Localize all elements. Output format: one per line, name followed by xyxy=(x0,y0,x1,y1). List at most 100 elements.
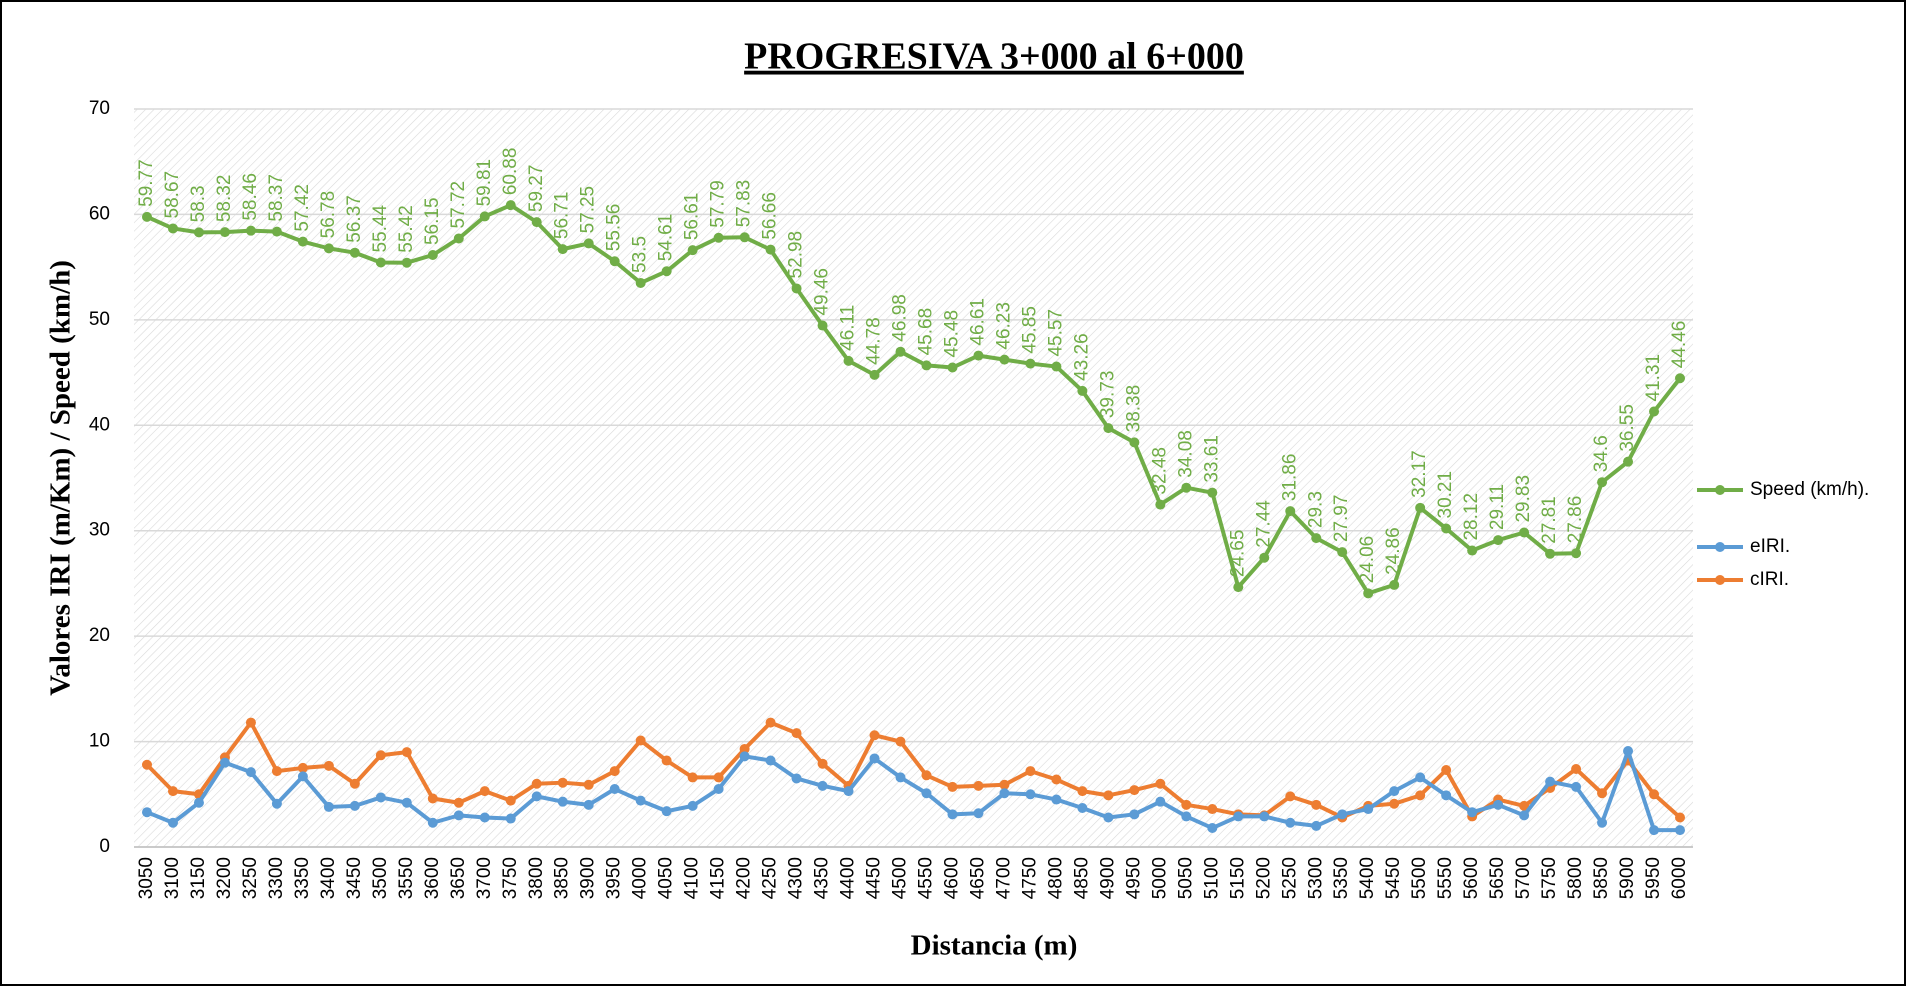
data-point xyxy=(1337,547,1348,558)
data-point xyxy=(1285,506,1296,517)
data-label: 57.83 xyxy=(734,180,755,228)
data-label: 29.83 xyxy=(1513,475,1534,523)
data-point xyxy=(713,772,724,783)
data-point xyxy=(427,250,438,261)
legend-label: cIRI. xyxy=(1750,569,1789,590)
data-label: 58.46 xyxy=(240,173,261,221)
x-tick-label: 5450 xyxy=(1383,857,1404,899)
x-tick-label: 3150 xyxy=(188,857,209,899)
data-point xyxy=(1181,799,1192,810)
data-point xyxy=(505,200,516,211)
data-point xyxy=(271,766,282,777)
data-label: 55.56 xyxy=(604,204,625,252)
data-point xyxy=(973,780,984,791)
x-tick-label: 5400 xyxy=(1357,857,1378,899)
data-label: 56.15 xyxy=(422,197,443,245)
data-point xyxy=(1181,811,1192,822)
data-point xyxy=(843,786,854,797)
legend-marker xyxy=(1715,575,1725,585)
data-point xyxy=(765,717,776,728)
data-point xyxy=(1337,809,1348,820)
data-point xyxy=(1467,807,1478,818)
data-label: 34.08 xyxy=(1175,430,1196,478)
x-tick-label: 3550 xyxy=(396,857,417,899)
data-point xyxy=(167,223,178,234)
data-point xyxy=(1025,789,1036,800)
data-point xyxy=(219,757,230,768)
data-label: 28.12 xyxy=(1461,493,1482,541)
data-label: 44.46 xyxy=(1669,321,1690,369)
data-point xyxy=(453,810,464,821)
data-point xyxy=(453,233,464,244)
x-tick-label: 3750 xyxy=(500,857,521,899)
x-tick-label: 4350 xyxy=(812,857,833,899)
data-label: 32.17 xyxy=(1409,450,1430,498)
data-label: 43.26 xyxy=(1071,333,1092,381)
data-label: 59.27 xyxy=(526,165,547,213)
y-tick-label: 10 xyxy=(89,731,110,752)
data-point xyxy=(635,795,646,806)
x-tick-label: 4050 xyxy=(656,857,677,899)
data-point xyxy=(1285,817,1296,828)
data-point xyxy=(1649,789,1660,800)
data-label: 52.98 xyxy=(786,231,807,279)
data-point xyxy=(713,784,724,795)
x-tick-label: 3250 xyxy=(240,857,261,899)
data-label: 55.44 xyxy=(370,205,391,253)
x-tick-label: 4900 xyxy=(1097,857,1118,899)
data-label: 29.11 xyxy=(1487,484,1508,530)
data-point xyxy=(375,750,386,761)
data-point xyxy=(375,257,386,268)
data-point xyxy=(349,778,360,789)
x-tick-label: 3050 xyxy=(136,857,157,899)
data-point xyxy=(583,238,594,249)
x-tick-label: 5250 xyxy=(1279,857,1300,899)
data-label: 36.55 xyxy=(1617,404,1638,452)
data-point xyxy=(1545,548,1556,559)
data-label: 56.61 xyxy=(682,193,703,241)
x-tick-label: 5950 xyxy=(1643,857,1664,899)
legend-marker xyxy=(1715,485,1725,495)
data-point xyxy=(661,266,672,277)
data-point xyxy=(1077,802,1088,813)
x-tick-label: 5350 xyxy=(1331,857,1352,899)
data-point xyxy=(479,786,490,797)
data-point xyxy=(1675,812,1686,823)
legend-label: eIRI. xyxy=(1750,536,1790,557)
data-point xyxy=(739,751,750,762)
data-point xyxy=(1519,527,1530,538)
data-point xyxy=(765,755,776,766)
data-point xyxy=(1389,786,1400,797)
data-label: 45.57 xyxy=(1045,309,1066,357)
x-tick-label: 3800 xyxy=(526,857,547,899)
data-point xyxy=(1623,746,1634,757)
data-point xyxy=(1441,790,1452,801)
data-point xyxy=(609,766,620,777)
data-point xyxy=(349,247,360,258)
x-tick-label: 5200 xyxy=(1253,857,1274,899)
y-tick-label: 40 xyxy=(89,414,110,435)
x-tick-label: 4750 xyxy=(1019,857,1040,899)
data-point xyxy=(1155,778,1166,789)
data-point xyxy=(1675,825,1686,836)
x-tick-label: 5550 xyxy=(1435,857,1456,899)
data-point xyxy=(1545,776,1556,787)
data-point xyxy=(1207,487,1218,498)
data-point xyxy=(895,772,906,783)
data-point xyxy=(1571,763,1582,774)
data-point xyxy=(687,772,698,783)
x-tick-label: 3300 xyxy=(266,857,287,899)
data-point xyxy=(739,743,750,754)
data-point xyxy=(1025,358,1036,369)
x-tick-label: 3450 xyxy=(344,857,365,899)
x-tick-label: 5050 xyxy=(1175,857,1196,899)
data-point xyxy=(479,812,490,823)
x-axis-title: Distancia (m) xyxy=(911,930,1078,962)
data-point xyxy=(817,758,828,769)
x-tick-label: 3100 xyxy=(162,857,183,899)
data-label: 59.81 xyxy=(474,159,495,207)
x-tick-label: 5150 xyxy=(1227,857,1248,899)
x-tick-label: 4550 xyxy=(916,857,937,899)
data-point xyxy=(505,795,516,806)
